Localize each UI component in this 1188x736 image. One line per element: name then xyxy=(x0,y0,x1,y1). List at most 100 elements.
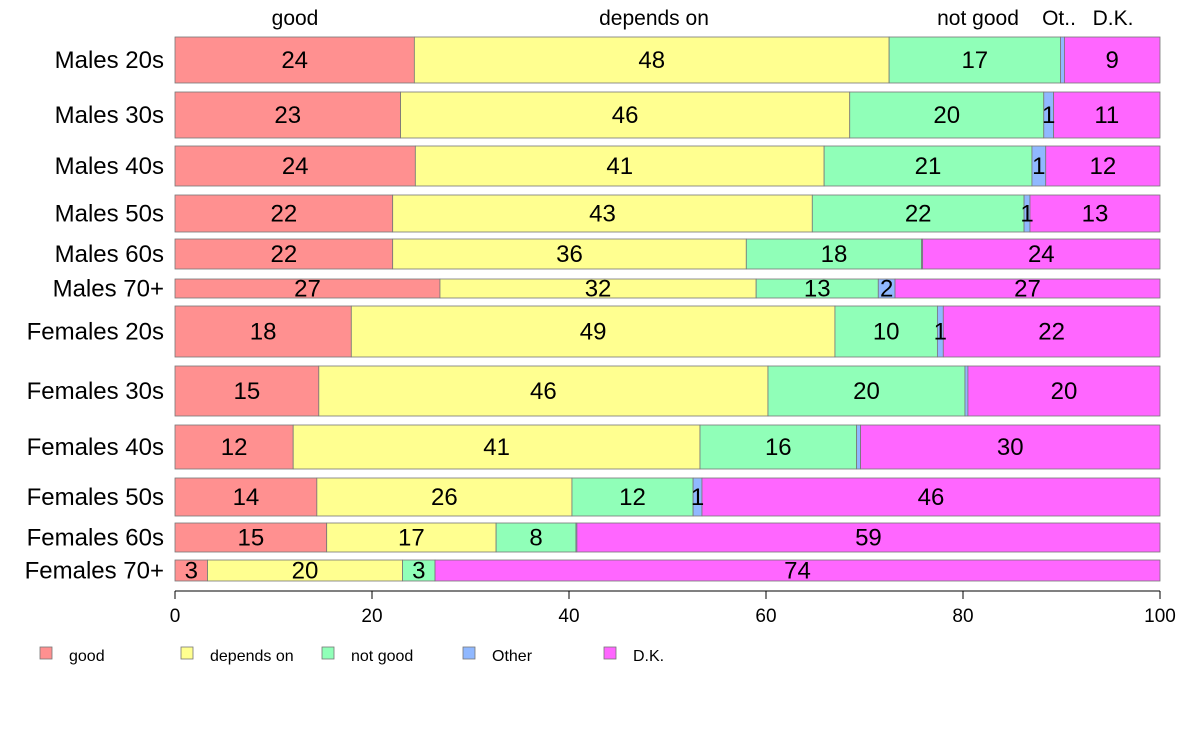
bar-segment xyxy=(174,36,415,84)
data-label: 17 xyxy=(398,525,425,552)
bar-segment xyxy=(434,559,1161,582)
x-tick-label: 20 xyxy=(361,606,382,627)
data-label: 27 xyxy=(1014,276,1041,303)
bar-segment xyxy=(414,145,825,187)
data-label: 22 xyxy=(905,201,932,228)
data-label: 1 xyxy=(1020,201,1033,228)
bar-segment xyxy=(318,365,769,417)
bar-segment xyxy=(292,424,701,470)
x-tick-label: 0 xyxy=(170,606,181,627)
bar-segment xyxy=(849,91,1045,139)
bar-segment xyxy=(326,522,497,553)
data-label: 74 xyxy=(784,558,811,585)
category-label: Females 20s xyxy=(27,319,164,346)
legend-swatch xyxy=(321,646,335,660)
category-label: Males 70+ xyxy=(53,276,164,303)
bar-segment xyxy=(894,278,1161,299)
data-label: 49 xyxy=(580,319,607,346)
bar-segment xyxy=(316,477,573,517)
data-label: 22 xyxy=(1038,319,1065,346)
bar-segment xyxy=(1029,194,1161,233)
legend-swatch xyxy=(180,646,194,660)
data-label: 12 xyxy=(221,434,248,461)
data-label: 2 xyxy=(880,276,893,303)
legend-swatch xyxy=(603,646,617,660)
data-label: 20 xyxy=(1051,378,1078,405)
data-label: 3 xyxy=(185,558,198,585)
category-label: Males 40s xyxy=(55,153,164,180)
bar-segment xyxy=(942,305,1161,358)
bar-segment xyxy=(811,194,1025,233)
bar-segment xyxy=(823,145,1033,187)
data-label: 41 xyxy=(483,434,510,461)
bar-segment xyxy=(495,522,577,553)
data-label: 20 xyxy=(853,378,880,405)
top-series-label: Ot.. xyxy=(1042,7,1076,30)
data-label: 1 xyxy=(691,484,704,511)
top-series-label: not good xyxy=(937,7,1019,30)
data-label: 24 xyxy=(1028,241,1055,268)
bar-segment xyxy=(400,91,851,139)
data-label: 48 xyxy=(638,47,665,74)
top-labels: good depends on not good Ot.. D.K. xyxy=(272,7,1134,30)
data-label: 15 xyxy=(237,525,264,552)
bar-segment xyxy=(174,365,320,417)
category-label: Females 60s xyxy=(27,525,164,552)
bar-segment xyxy=(174,238,394,270)
data-label: 15 xyxy=(234,378,261,405)
category-label: Males 50s xyxy=(55,201,164,228)
data-label: 8 xyxy=(529,525,542,552)
bar-segment xyxy=(174,91,401,139)
x-tick-label: 80 xyxy=(952,606,973,627)
legend-label: Other xyxy=(492,648,533,665)
data-label: 46 xyxy=(612,102,639,129)
bar-segment xyxy=(1064,36,1161,84)
bar-segment xyxy=(699,424,858,470)
bar-segment xyxy=(392,194,813,233)
legend-label: not good xyxy=(351,648,413,665)
category-label: Females 50s xyxy=(27,484,164,511)
data-label: 1 xyxy=(1042,102,1055,129)
data-label: 43 xyxy=(589,201,616,228)
bar-segment xyxy=(1053,91,1161,139)
data-label: 3 xyxy=(412,558,425,585)
data-label: 14 xyxy=(233,484,260,511)
data-label: 22 xyxy=(270,241,297,268)
legend: good depends on not good Other D.K. xyxy=(39,646,664,665)
bar-segment xyxy=(745,238,923,270)
bar-segment xyxy=(856,424,861,470)
data-label: 13 xyxy=(804,276,831,303)
top-series-label: good xyxy=(272,7,319,30)
legend-swatch xyxy=(462,646,476,660)
bar-segment xyxy=(413,36,890,84)
data-label: 41 xyxy=(606,153,633,180)
data-label: 46 xyxy=(530,378,557,405)
data-label: 26 xyxy=(431,484,458,511)
data-label: 12 xyxy=(1090,153,1117,180)
bar-segment xyxy=(834,305,938,358)
data-label: 24 xyxy=(282,153,309,180)
data-label: 36 xyxy=(556,241,583,268)
top-series-label: D.K. xyxy=(1093,7,1134,30)
data-label: 59 xyxy=(855,525,882,552)
bar-segment xyxy=(174,477,318,517)
data-label: 22 xyxy=(270,201,297,228)
bar-segment xyxy=(701,477,1161,517)
data-label: 21 xyxy=(915,153,942,180)
data-label: 23 xyxy=(274,102,301,129)
legend-swatch xyxy=(39,646,53,660)
data-label: 27 xyxy=(294,276,321,303)
data-label: 16 xyxy=(765,434,792,461)
bar-segment xyxy=(860,424,1161,470)
x-tick-label: 100 xyxy=(1144,606,1176,627)
category-label: Females 30s xyxy=(27,378,164,405)
data-label: 30 xyxy=(997,434,1024,461)
bar-segment xyxy=(964,365,969,417)
data-label: 18 xyxy=(821,241,848,268)
data-label: 46 xyxy=(918,484,945,511)
bar-segment xyxy=(1045,145,1161,187)
bar-segment xyxy=(1060,36,1065,84)
data-label: 9 xyxy=(1106,47,1119,74)
bar-segment xyxy=(967,365,1161,417)
